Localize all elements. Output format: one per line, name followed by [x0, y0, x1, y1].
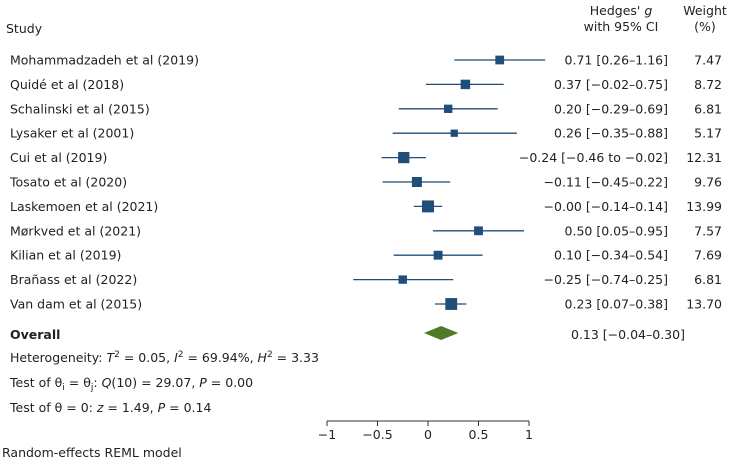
- study-row: Mørkved et al (2021) 0.50 [0.05–0.95] 7.57: [10, 223, 722, 238]
- weight-text: 6.81: [694, 101, 722, 116]
- study-name: Van dam et al (2015): [10, 297, 142, 312]
- study-column-header: Study: [6, 21, 43, 36]
- study-name: Brañass et al (2022): [10, 272, 137, 287]
- effect-marker: [445, 298, 458, 310]
- x-tick-label: −0.5: [362, 427, 392, 442]
- study-row: Lysaker et al (2001) 0.26 [−0.35–0.88] 5.1…: [10, 126, 722, 141]
- effect-marker: [398, 151, 410, 164]
- study-name: Kilian et al (2019): [10, 248, 121, 263]
- overall-diamond: [423, 326, 459, 340]
- study-row: Laskemoen et al (2021) −0.00 [−0.14–0.14]…: [10, 199, 722, 214]
- weight-text: 13.70: [686, 297, 722, 312]
- effect-ci-text: −0.11 [−0.45–0.22]: [544, 175, 668, 190]
- overall-effect-ci: 0.13 [−0.04–0.30]: [571, 327, 685, 342]
- weight-text: 5.17: [694, 126, 722, 141]
- weight-text: 6.81: [694, 272, 722, 287]
- effect-ci-text: 0.26 [−0.35–0.88]: [554, 126, 668, 141]
- study-row: Cui et al (2019) −0.24 [−0.46 to −0.02] 12…: [10, 150, 722, 165]
- study-name: Schalinski et al (2015): [10, 101, 150, 116]
- overall-label: Overall: [10, 327, 60, 342]
- study-name: Lysaker et al (2001): [10, 126, 134, 141]
- x-axis: −1 −0.5 0 0.5 1: [318, 420, 533, 442]
- effect-ci-text: −0.24 [−0.46 to −0.02]: [519, 150, 668, 165]
- effect-marker: [411, 177, 422, 187]
- model-note: Random-effects REML model: [2, 445, 182, 460]
- test-theta-zero: Test of θ = 0: z = 1.49, P = 0.14: [9, 400, 211, 415]
- study-name: Laskemoen et al (2021): [10, 199, 158, 214]
- effect-marker: [474, 226, 483, 236]
- x-tick-label: 1: [525, 427, 533, 442]
- weight-text: 12.31: [686, 150, 722, 165]
- effect-ci-text: 0.71 [0.26–1.16]: [565, 53, 668, 68]
- study-name: Tosato et al (2020): [9, 175, 127, 190]
- effect-marker: [398, 275, 407, 284]
- weight-column-header-line1: Weight: [683, 3, 727, 18]
- effect-marker: [450, 129, 458, 137]
- x-tick-label: −1: [318, 427, 336, 442]
- weight-text: 8.72: [694, 77, 722, 92]
- weight-text: 7.47: [694, 53, 722, 68]
- x-tick-label: 0: [424, 427, 432, 442]
- study-row: Kilian et al (2019) 0.10 [−0.34–0.54] 7.69: [10, 248, 722, 263]
- effect-ci-text: 0.50 [0.05–0.95]: [565, 223, 668, 238]
- study-name: Mørkved et al (2021): [10, 223, 141, 238]
- effect-column-header-line1: Hedges' g: [590, 3, 653, 18]
- effect-marker: [433, 250, 443, 260]
- heterogeneity-stats: Heterogeneity: T2 = 0.05, I2 = 69.94%, H…: [10, 350, 319, 365]
- study-name: Quidé et al (2018): [10, 77, 124, 92]
- test-theta-equal: Test of θi = θj: Q(10) = 29.07, P = 0.00: [9, 375, 253, 393]
- effect-ci-text: −0.25 [−0.74–0.25]: [544, 272, 668, 287]
- study-row: Van dam et al (2015) 0.23 [0.07–0.38] 13.7…: [10, 297, 722, 312]
- x-tick-label: 0.5: [469, 427, 489, 442]
- effect-column-header-line2: with 95% CI: [584, 19, 659, 34]
- study-row: Tosato et al (2020) −0.11 [−0.45–0.22] 9.7…: [9, 175, 722, 190]
- effect-marker: [444, 104, 453, 113]
- effect-ci-text: 0.20 [−0.29–0.69]: [554, 101, 668, 116]
- weight-column-header-line2: (%): [694, 19, 716, 34]
- effect-ci-text: 0.10 [−0.34–0.54]: [554, 248, 668, 263]
- study-row: Mohammadzadeh et al (2019) 0.71 [0.26–1.1…: [10, 53, 722, 68]
- study-name: Mohammadzadeh et al (2019): [10, 53, 199, 68]
- study-name: Cui et al (2019): [10, 150, 107, 165]
- weight-text: 7.69: [694, 248, 722, 263]
- weight-text: 7.57: [694, 223, 722, 238]
- effect-marker: [460, 79, 471, 90]
- effect-ci-text: 0.37 [−0.02–0.75]: [554, 77, 668, 92]
- study-rows: Mohammadzadeh et al (2019) 0.71 [0.26–1.1…: [9, 53, 722, 312]
- weight-text: 9.76: [694, 175, 722, 190]
- study-row: Brañass et al (2022) −0.25 [−0.74–0.25] 6.…: [10, 272, 722, 287]
- effect-ci-text: 0.23 [0.07–0.38]: [565, 297, 668, 312]
- effect-marker: [495, 55, 505, 65]
- study-row: Schalinski et al (2015) 0.20 [−0.29–0.69]…: [10, 101, 722, 116]
- study-row: Quidé et al (2018) 0.37 [−0.02–0.75] 8.72: [10, 77, 722, 92]
- weight-text: 13.99: [686, 199, 722, 214]
- effect-ci-text: −0.00 [−0.14–0.14]: [544, 199, 668, 214]
- effect-marker: [422, 200, 434, 213]
